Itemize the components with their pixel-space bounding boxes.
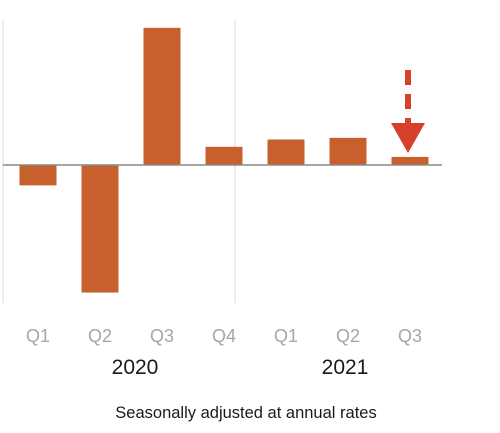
x-tick-labels: Q1 Q2 Q3 Q4 Q1 Q2 Q3 <box>26 326 422 346</box>
x-tick-label-6: Q3 <box>398 326 422 346</box>
x-tick-label-3: Q4 <box>212 326 236 346</box>
x-tick-label-5: Q2 <box>336 326 360 346</box>
x-tick-label-0: Q1 <box>26 326 50 346</box>
bar-4 <box>267 139 305 166</box>
x-tick-label-4: Q1 <box>274 326 298 346</box>
bar-3 <box>205 146 243 166</box>
down-arrow-icon <box>391 70 425 153</box>
bar-5 <box>329 137 367 166</box>
bar-1 <box>81 165 119 293</box>
bar-0 <box>19 165 57 186</box>
year-label-2021: 2021 <box>322 356 369 379</box>
arrow-head <box>391 123 425 153</box>
year-label-2020: 2020 <box>112 356 159 379</box>
year-labels: 2020 2021 <box>112 356 369 379</box>
bar-6 <box>391 156 429 166</box>
x-tick-label-1: Q2 <box>88 326 112 346</box>
bar-series <box>19 27 429 293</box>
x-tick-label-2: Q3 <box>150 326 174 346</box>
bar-2 <box>143 27 181 166</box>
divider-lines <box>2 20 236 303</box>
chart-note: Seasonally adjusted at annual rates <box>115 404 376 422</box>
